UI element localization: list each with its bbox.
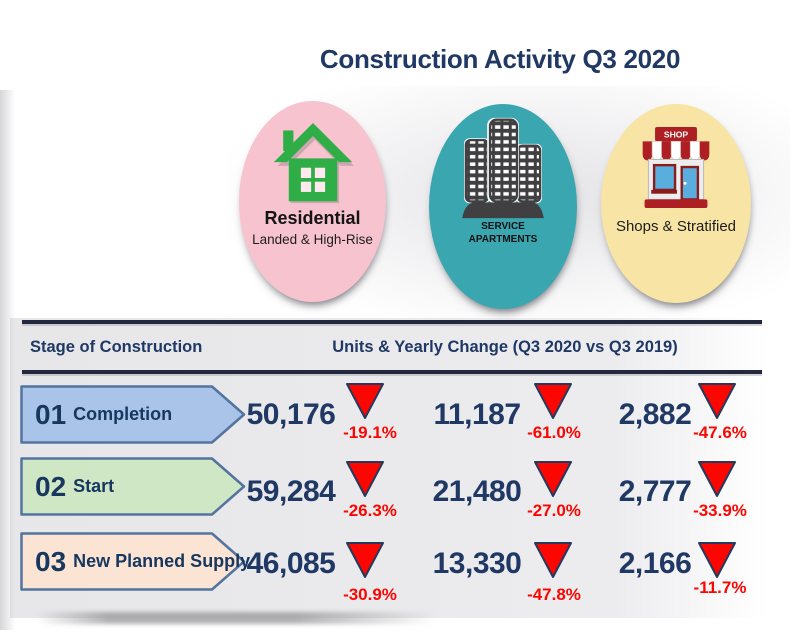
stage-number: 03 <box>35 545 67 577</box>
stage-arrow-start: 02 Start <box>20 457 246 516</box>
stage-arrow-completion: 01 Completion <box>20 385 246 444</box>
divider-line <box>22 370 762 374</box>
decline-triangle-icon <box>533 459 573 499</box>
decline-triangle-icon <box>697 540 737 580</box>
stage-label: Completion <box>73 404 173 424</box>
decline-triangle-icon <box>697 459 737 499</box>
yearly-change: -27.0% <box>527 501 581 520</box>
decline-triangle-icon <box>697 381 737 421</box>
decline-triangle-icon <box>345 540 385 580</box>
page-title: Construction Activity Q3 2020 <box>319 44 681 74</box>
yearly-change: -11.7% <box>693 578 747 597</box>
buildings-icon <box>462 117 544 219</box>
bottom-shadow <box>36 612 436 624</box>
stage-label: New Planned Supply <box>73 551 251 571</box>
yearly-change: -26.3% <box>343 501 397 520</box>
units-value: 13,330 <box>432 547 522 580</box>
category-shops-stratified: SHOP Shops & Stratified <box>601 104 751 303</box>
units-value: 50,176 <box>246 398 336 431</box>
shop-sign-text: SHOP <box>664 130 689 140</box>
category-label: Residential <box>264 208 361 228</box>
page-edge-shadow <box>0 90 15 630</box>
yearly-change: -61.0% <box>527 423 581 442</box>
yearly-change: -47.8% <box>527 585 581 604</box>
stage-number: 02 <box>35 470 67 502</box>
category-sublabel: APARTMENTS <box>468 234 538 245</box>
column-header-units: Units & Yearly Change (Q3 2020 vs Q3 201… <box>332 338 678 356</box>
divider-line <box>22 320 762 324</box>
decline-triangle-icon <box>533 540 573 580</box>
category-residential: Residential Landed & High-Rise <box>239 101 386 302</box>
house-icon <box>273 123 354 204</box>
yearly-change: -19.1% <box>343 423 397 442</box>
shop-icon: SHOP <box>642 127 710 208</box>
units-value: 11,187 <box>433 398 521 431</box>
decline-triangle-icon <box>533 381 573 421</box>
category-service-apartments: SERVICE APARTMENTS <box>429 104 577 309</box>
column-header-stage: Stage of Construction <box>30 338 203 356</box>
yearly-change: -47.6% <box>693 423 747 442</box>
units-value: 46,085 <box>246 547 336 580</box>
yearly-change: -30.9% <box>343 585 397 604</box>
category-label: Shops & Stratified <box>615 218 737 235</box>
decline-triangle-icon <box>345 381 385 421</box>
units-value: 59,284 <box>246 475 336 508</box>
yearly-change: -33.9% <box>693 501 747 520</box>
category-sublabel: Landed & High-Rise <box>252 232 373 247</box>
units-value: 2,777 <box>618 475 692 508</box>
units-value: 21,480 <box>432 475 522 508</box>
category-label: SERVICE <box>481 221 525 232</box>
stage-arrow-new-planned-supply: 03 New Planned Supply <box>20 532 250 591</box>
decline-triangle-icon <box>345 459 385 499</box>
stage-label: Start <box>73 476 115 496</box>
units-value: 2,882 <box>618 398 692 431</box>
stage-number: 01 <box>35 398 67 430</box>
units-value: 2,166 <box>618 547 692 580</box>
